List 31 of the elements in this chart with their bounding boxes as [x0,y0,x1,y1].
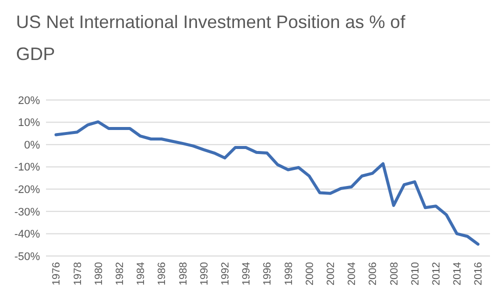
x-tick-label: 2012 [430,262,442,286]
y-tick-label: 0% [24,139,40,152]
x-tick-label: 1978 [72,262,84,286]
x-tick-label: 1980 [92,262,105,286]
y-tick-label: -10% [14,162,40,174]
x-tick-label: 1988 [177,262,190,286]
x-tick-label: 2000 [304,262,316,286]
x-tick-label: 1996 [262,262,274,286]
y-tick-label: -40% [14,228,40,241]
x-tick-label: 1976 [50,262,63,286]
x-tick-label: 2014 [452,262,464,286]
chart-title: US Net International Investment Position as % of GDP [16,12,406,64]
y-tick-label: 10% [18,117,40,130]
x-tick-label: 1982 [114,262,126,286]
x-tick-label: 1986 [156,262,168,286]
x-tick-label: 2008 [388,262,400,286]
x-tick-label: 1984 [135,262,148,286]
x-tick-label: 1992 [219,262,232,286]
x-tick-label: 2016 [472,262,485,286]
x-tick-label: 1994 [240,262,253,286]
x-tick-label: 2010 [409,262,422,286]
x-tick-label: 2006 [367,262,380,286]
x-tick-label: 2002 [324,262,337,286]
x-tick-label: 2004 [346,262,358,286]
y-tick-label: -30% [14,206,40,218]
y-tick-label: -20% [14,184,40,196]
x-tick-label: 1990 [198,262,210,286]
y-tick-label: -50% [14,250,40,263]
line-series [54,120,480,246]
y-tick-label: 20% [18,94,40,107]
x-tick-label: 1998 [282,262,295,286]
